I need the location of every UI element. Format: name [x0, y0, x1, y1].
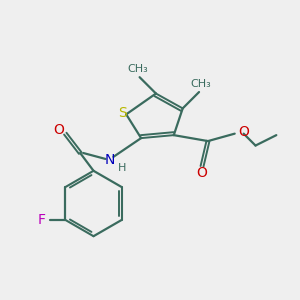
Text: O: O [196, 166, 207, 180]
Text: CH₃: CH₃ [128, 64, 148, 74]
Text: S: S [118, 106, 127, 120]
Text: N: N [105, 153, 115, 167]
Text: O: O [53, 123, 64, 137]
Text: F: F [38, 213, 45, 227]
Text: H: H [118, 163, 127, 173]
Text: CH₃: CH₃ [190, 79, 211, 89]
Text: O: O [238, 124, 249, 139]
